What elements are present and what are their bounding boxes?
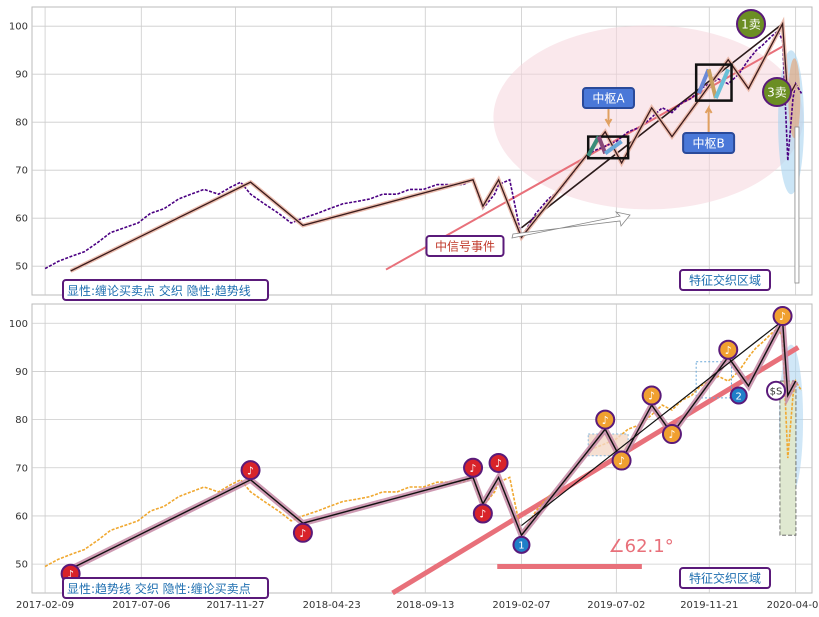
bottom-panel: 50 60 70 80 90 100 2017-02-09 2017-07-06 2017-11… xyxy=(9,303,819,611)
buy-sell-point-label: ♪ xyxy=(67,568,74,581)
y-tick-label: 100 xyxy=(9,319,28,330)
buy-sell-point-label-marker xyxy=(240,460,261,481)
x-tick-label: 2020-04-01 xyxy=(767,600,819,611)
x-tick-label: 2018-04-23 xyxy=(303,600,361,611)
y-tick-label: 90 xyxy=(15,70,28,81)
zhongshu-a-arrow xyxy=(604,109,613,128)
event-arrow xyxy=(511,211,631,239)
sell-1-label-marker xyxy=(736,9,766,39)
zhongshu-a-box xyxy=(586,135,630,160)
buy-sell-point-label-marker xyxy=(292,522,313,543)
y-tick-label: 60 xyxy=(15,214,28,225)
trend-line xyxy=(391,345,800,596)
buy-sell-point-label: ♪ xyxy=(618,455,625,468)
event-label-bg xyxy=(425,235,505,257)
marker-2-label: 2 xyxy=(736,391,742,402)
marker-ss-label: $S xyxy=(770,387,783,398)
y-tick-label: 100 xyxy=(9,22,28,33)
x-tick-label: 2017-07-06 xyxy=(112,600,170,611)
feature-region-top-label-bg xyxy=(679,269,771,291)
zhongshu-a-label: 中枢A xyxy=(592,91,625,106)
x-tick-label: 2019-02-07 xyxy=(492,600,550,611)
buy-sell-point-label: ♪ xyxy=(479,508,486,521)
bottom-legend-box xyxy=(62,577,269,599)
marker-1-label-marker xyxy=(512,535,531,554)
y-tick-label: 80 xyxy=(15,118,28,129)
y-tick-label: 70 xyxy=(15,166,28,177)
buy-sell-point-label: ♪ xyxy=(602,414,609,427)
y-tick-label: 70 xyxy=(15,463,28,474)
x-tick-label: 2019-07-02 xyxy=(587,600,645,611)
buy-sell-point-label-marker xyxy=(463,457,484,478)
zhongshu-b-stroke xyxy=(706,68,718,99)
buy-sell-point-label-marker xyxy=(772,306,793,327)
zhongshu-b-stroke xyxy=(713,68,731,99)
sell-3-label-marker xyxy=(762,77,792,107)
buy-sell-point-label-marker xyxy=(611,450,632,471)
marker-ss-label-marker xyxy=(766,380,786,401)
buy-sell-point-label-marker xyxy=(472,503,493,524)
buy-sell-point-label-marker xyxy=(488,452,509,473)
marker-1-label: 1 xyxy=(518,541,524,552)
buy-sell-point-label-marker xyxy=(595,409,616,430)
y-tick-label: 80 xyxy=(15,415,28,426)
zhongshu-b-arrow xyxy=(704,104,713,132)
x-tick-label: 2019-11-21 xyxy=(680,600,738,611)
angle-label: ∠62.1° xyxy=(608,536,673,557)
channel-line xyxy=(521,320,783,527)
buy-sell-point-label: ♪ xyxy=(648,390,655,403)
buy-sell-point-label: ♪ xyxy=(668,428,675,441)
zhongshu-b-box xyxy=(695,361,733,399)
marker-2-label-marker xyxy=(729,386,748,405)
top-legend-box xyxy=(62,279,269,301)
zhongshu-b-label-bg xyxy=(682,132,736,154)
feature-region-bottom-label: 特征交织区域 xyxy=(689,571,761,586)
zhongshu-a-stroke xyxy=(604,139,623,156)
zhongshu-b-box xyxy=(694,63,733,102)
pivot-stroke xyxy=(70,318,797,570)
zhongshu-b-label: 中枢B xyxy=(692,136,724,151)
sell-1-label: 1卖 xyxy=(741,18,761,32)
x-tick-label: 2018-09-13 xyxy=(396,600,454,611)
buy-sell-point-label: ♪ xyxy=(299,527,306,540)
buy-sell-point-label-marker xyxy=(718,339,739,360)
zhongshu-a-label-bg xyxy=(581,87,635,109)
x-tick-label: 2017-02-09 xyxy=(16,600,74,611)
buy-sell-point-label-marker xyxy=(641,385,662,406)
buy-sell-point-label: ♪ xyxy=(470,462,477,475)
top-legend-label: 显性:缠论买卖点 交织 隐性:趋势线 xyxy=(67,283,251,298)
zhongshu-a-stroke xyxy=(586,135,601,157)
buy-sell-point-label-marker xyxy=(661,424,682,445)
x-tick-label: 2017-11-27 xyxy=(206,600,264,611)
feature-region-top-label: 特征交织区域 xyxy=(689,273,761,288)
zhongshu-a-stroke xyxy=(596,135,608,155)
channel-line xyxy=(520,23,784,229)
y-tick-label: 50 xyxy=(15,262,28,273)
crash-spike xyxy=(794,126,800,284)
event-label: 中信号事件 xyxy=(435,239,495,254)
y-tick-label: 50 xyxy=(15,560,28,571)
bottom-legend-label: 显性:趋势线 交织 隐性:缠论买卖点 xyxy=(67,581,251,596)
sell-3-label: 3卖 xyxy=(767,86,787,100)
buy-sell-point-label: ♪ xyxy=(725,344,732,357)
feature-region-bottom-label-bg xyxy=(679,567,771,589)
buy-sell-point-label: ♪ xyxy=(779,310,786,323)
buy-sell-point-label: ♪ xyxy=(495,457,502,470)
plot-area xyxy=(31,303,813,594)
y-tick-label: 90 xyxy=(15,367,28,378)
buy-sell-point-label: ♪ xyxy=(247,464,254,477)
zhongshu-b-stroke xyxy=(696,68,711,95)
y-tick-label: 60 xyxy=(15,511,28,522)
